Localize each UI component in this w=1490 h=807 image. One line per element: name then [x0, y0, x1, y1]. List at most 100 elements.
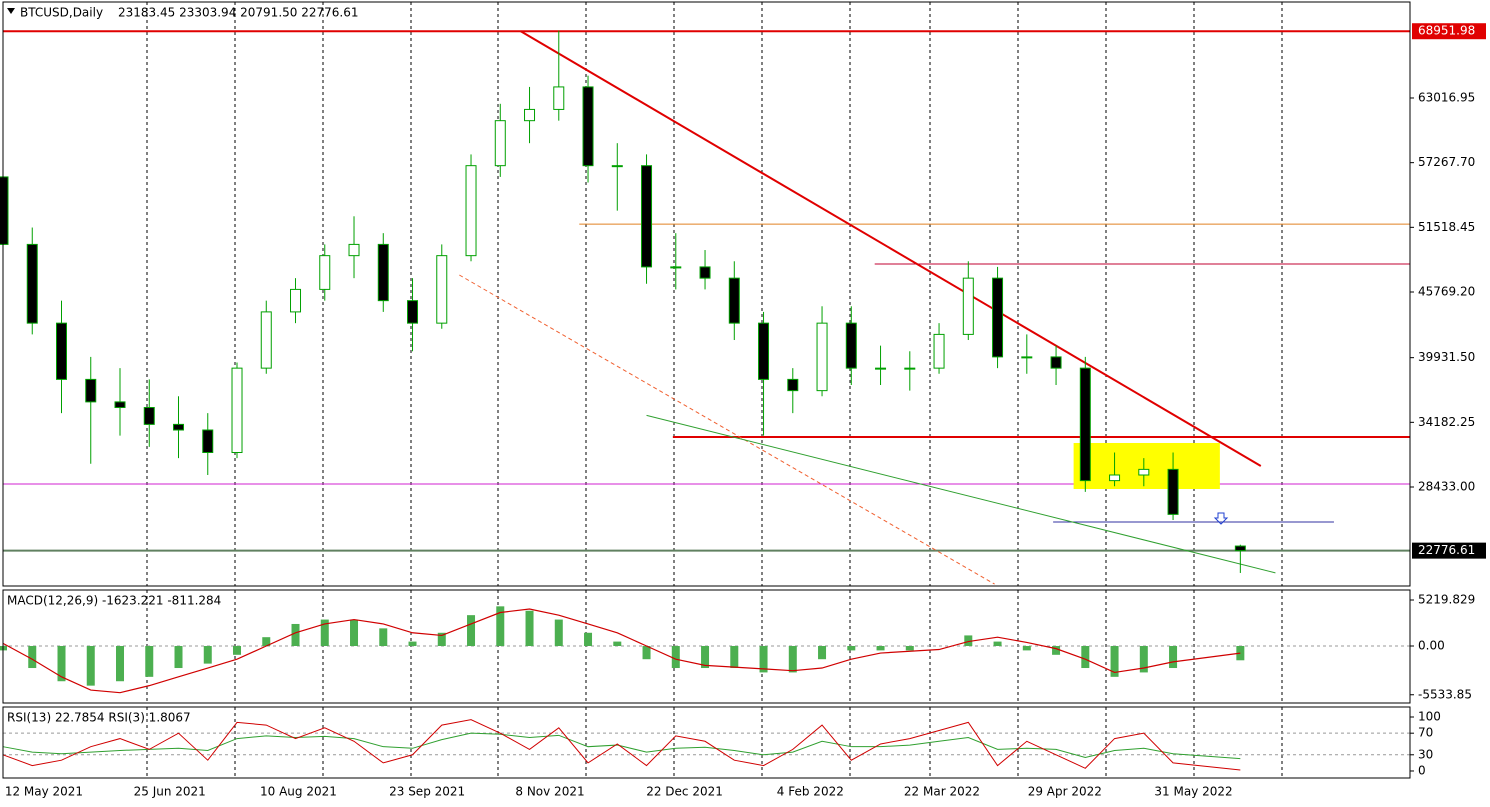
rsi-line	[2, 732, 1241, 760]
price-frame	[2, 1, 1411, 587]
y-tick-label: 34182.25	[1418, 415, 1475, 429]
candle-body	[1021, 356, 1033, 359]
macd-histogram-bar	[759, 645, 768, 673]
macd-histogram-bar	[203, 645, 212, 664]
candle-body	[26, 243, 38, 324]
candle-body	[524, 108, 536, 122]
candle-body	[0, 176, 9, 245]
menu-arrow[interactable]	[7, 8, 15, 14]
rsi-frame	[2, 706, 1411, 779]
candle-body	[1050, 356, 1062, 369]
candle-body	[173, 423, 185, 431]
macd-frame	[2, 589, 1411, 704]
candle-body	[348, 243, 360, 257]
macd-histogram-bar	[1139, 645, 1148, 673]
candle-body	[143, 407, 155, 425]
candle-body	[553, 86, 565, 110]
candle-body	[465, 165, 477, 257]
candle-body	[407, 300, 419, 324]
candle-body	[290, 288, 302, 313]
x-tick-label: 31 May 2022	[1154, 785, 1232, 799]
macd-title: MACD(12,26,9) -1623.221 -811.284	[7, 594, 221, 608]
candle-body	[611, 165, 623, 168]
macd-histogram-bar	[116, 645, 125, 682]
macd-histogram-bar	[584, 632, 593, 646]
y-tick-label: 5219.829	[1418, 593, 1475, 607]
macd-histogram-bar	[408, 641, 417, 646]
macd-histogram-bar	[818, 645, 827, 660]
symbol-title: BTCUSD,Daily	[20, 6, 103, 20]
trend-line	[459, 274, 995, 585]
candle-body	[699, 266, 711, 279]
macd-histogram-bar	[671, 645, 680, 669]
price-tag	[1412, 23, 1486, 40]
macd-histogram-bar	[876, 645, 885, 651]
macd-histogram-bar	[467, 615, 476, 646]
macd-histogram-bar	[788, 645, 797, 673]
candle-body	[85, 378, 97, 403]
candle-body	[816, 322, 828, 392]
macd-histogram-bar	[993, 641, 1002, 646]
y-tick-label: 57267.70	[1418, 155, 1475, 169]
x-tick-label: 10 Aug 2021	[260, 785, 337, 799]
macd-histogram-bar	[964, 635, 973, 646]
macd-histogram-bar	[642, 645, 651, 660]
candle-body	[1234, 545, 1246, 552]
candle-body	[670, 266, 682, 269]
y-tick-label: 30	[1418, 747, 1433, 761]
candle-body	[582, 86, 594, 167]
trend-line	[520, 30, 1262, 467]
macd-histogram-bar	[525, 610, 534, 646]
y-tick-label: 45769.20	[1418, 284, 1475, 298]
macd-histogram-bar	[701, 645, 710, 669]
macd-histogram-bar	[350, 619, 359, 646]
price-tag	[1412, 542, 1486, 559]
macd-histogram-bar	[145, 645, 154, 677]
candle-body	[1167, 468, 1179, 515]
macd-histogram-bar	[1081, 645, 1090, 669]
y-tick-label: 100	[1418, 709, 1441, 723]
macd-histogram-bar	[86, 645, 95, 686]
macd-histogram-bar	[554, 619, 563, 646]
macd-histogram-bar	[1110, 645, 1119, 677]
candle-body	[436, 255, 448, 324]
candle-body	[962, 277, 974, 335]
candle-body	[319, 255, 331, 290]
price-tag-label: 68951.98	[1418, 24, 1475, 38]
ohlc-text: 23183.45 23303.94 20791.50 22776.61	[118, 6, 358, 20]
macd-histogram-bar	[174, 645, 183, 669]
price-tag-label: 22776.61	[1418, 543, 1475, 557]
x-tick-label: 4 Feb 2022	[777, 785, 844, 799]
y-tick-label: -5533.85	[1418, 687, 1472, 701]
candle-body	[728, 277, 740, 324]
macd-signal-line	[2, 608, 1241, 694]
macd-histogram-bar	[233, 645, 242, 655]
y-tick-label: 28433.00	[1418, 480, 1475, 494]
y-tick-label: 63016.95	[1418, 90, 1475, 104]
macd-histogram-bar	[291, 623, 300, 646]
down-arrow-icon	[1213, 512, 1229, 525]
candle-body	[494, 120, 506, 167]
plot-layer: 63016.95 57267.70 51518.45 45769.20 39931.50…	[0, 23, 1486, 799]
x-tick-label: 22 Dec 2021	[646, 785, 723, 799]
x-tick-label: 22 Mar 2022	[904, 785, 980, 799]
candle-body	[260, 311, 272, 369]
macd-histogram-bar	[730, 645, 739, 669]
candle-body	[114, 401, 126, 409]
macd-histogram-bar	[1022, 645, 1031, 651]
candle-body	[758, 322, 770, 380]
candle-body	[875, 367, 887, 370]
zone	[1073, 442, 1220, 490]
rsi-title: RSI(13) 22.7854 RSI(3) 1.8067	[7, 711, 191, 725]
candle-body	[904, 367, 916, 370]
candle-body	[641, 165, 653, 268]
candle-body	[1109, 474, 1121, 482]
x-tick-label: 8 Nov 2021	[515, 785, 584, 799]
macd-histogram-bar	[496, 606, 505, 646]
y-tick-label: 0	[1418, 763, 1426, 777]
macd-histogram-bar	[613, 641, 622, 646]
macd-histogram-bar	[1169, 645, 1178, 669]
candle-body	[787, 378, 799, 392]
macd-histogram-bar	[905, 645, 914, 651]
